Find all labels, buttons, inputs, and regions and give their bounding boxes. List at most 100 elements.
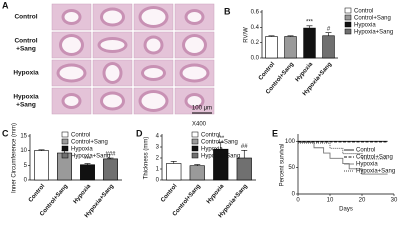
legend-label: Hypoxia+Sang <box>201 154 240 160</box>
x-tick-label: Hypoxia <box>73 183 93 205</box>
legend-label: Control+Sang <box>71 140 108 146</box>
legend-label: Hypoxia <box>201 147 223 153</box>
panel-letter: C <box>2 128 9 138</box>
error-bar <box>287 35 294 37</box>
error-bar <box>84 163 91 165</box>
legend-label: Control+Sang <box>354 16 391 22</box>
error-bar <box>194 164 201 166</box>
significance: *** <box>306 19 314 25</box>
vessel-lumen <box>146 38 161 52</box>
error-bar <box>325 32 332 36</box>
significance: *** <box>84 157 92 163</box>
y-axis-label: Thickness (mm) <box>144 137 150 180</box>
figure: A X400 ControlControl+SangHypoxiaHypoxia… <box>2 0 398 219</box>
x-tick-label: 20 <box>359 198 366 204</box>
vessel-lumen <box>59 66 84 80</box>
vessel-lumen <box>105 65 120 81</box>
legend-swatch <box>191 145 199 152</box>
survival-line <box>298 142 388 175</box>
vessel-lumen <box>64 12 79 22</box>
x-axis-label: Days <box>339 207 353 213</box>
scale-label: 100 μm <box>192 106 212 112</box>
significance: ## <box>241 144 248 150</box>
x-tick-label: 0 <box>296 198 300 204</box>
bar <box>103 158 118 181</box>
y-tick-label: 10 <box>20 148 27 154</box>
legend-label: Control <box>71 133 90 139</box>
row-label: Hypoxia <box>13 70 39 77</box>
significance: ### <box>105 152 116 158</box>
bar <box>322 35 335 59</box>
vessel-lumen <box>182 66 207 80</box>
legend-label: Hypoxia+Sang <box>354 30 393 36</box>
y-tick-label: 100 <box>285 139 296 145</box>
x-tick-label: 30 <box>391 198 398 204</box>
vessel-lumen <box>100 40 125 50</box>
y-axis-label: Percent survival <box>280 144 286 187</box>
magnification: X400 <box>192 122 207 128</box>
legend-swatch <box>191 138 199 145</box>
vessel-lumen <box>141 93 166 109</box>
error-bar <box>241 150 248 158</box>
bar <box>166 163 182 181</box>
vessel-lumen <box>187 96 202 106</box>
panel-letter: E <box>272 128 278 138</box>
legend-label: Control <box>356 148 375 154</box>
survival-line <box>298 142 388 160</box>
legend-label: Hypoxia <box>356 162 378 168</box>
legend-swatch <box>344 21 352 28</box>
bar <box>265 36 278 59</box>
vessel-lumen <box>64 96 79 106</box>
legend-label: Hypoxia <box>354 23 376 29</box>
vessel-lumen <box>144 68 163 78</box>
error-bar <box>268 35 275 37</box>
vessel-lumen <box>141 9 166 25</box>
x-tick-label: Control <box>160 183 179 203</box>
error-bar <box>38 149 45 151</box>
bar <box>284 36 297 59</box>
legend-label: Hypoxia+Sang <box>356 169 395 175</box>
panel-letter: D <box>136 128 143 138</box>
error-bar <box>170 161 177 164</box>
legend-swatch <box>61 131 69 138</box>
page: A X400 Control Control +Sang Hypoxia Hypoxia… <box>2 0 398 219</box>
y-axis-label: Inner Circumference (mm) <box>12 123 18 193</box>
legend-swatch <box>344 7 352 14</box>
x-tick-label: Hypoxia <box>206 183 226 205</box>
y-tick-label: 0.6 <box>251 10 260 16</box>
legend-swatch <box>61 145 69 152</box>
bar <box>34 150 49 181</box>
row-label: +Sang <box>16 46 36 53</box>
legend-label: Control+Sang <box>356 155 393 161</box>
bar <box>80 164 95 181</box>
x-tick-label: Control <box>28 183 47 203</box>
panel-letter: B <box>224 6 231 16</box>
significance: *** <box>217 136 225 142</box>
error-bar <box>217 142 224 150</box>
x-tick-label: Control <box>258 61 277 81</box>
y-tick-label: 4 <box>156 134 160 140</box>
error-bar <box>306 25 313 29</box>
y-axis-label: RV/W <box>244 27 250 43</box>
row-label: +Sang <box>16 102 36 109</box>
vessel-lumen <box>185 37 204 53</box>
significance: # <box>327 26 331 32</box>
x-tick-label: 10 <box>327 198 334 204</box>
y-tick-label: 2 <box>156 156 160 162</box>
legend-label: Hypoxia+Sang <box>71 154 110 160</box>
y-tick-label: 0.4 <box>251 25 260 31</box>
legend-swatch <box>191 152 199 159</box>
row-label: Hypoxia <box>13 94 39 101</box>
legend-label: Hypoxia <box>71 147 93 153</box>
bar <box>189 165 205 181</box>
legend-label: Control <box>354 9 373 15</box>
y-tick-label: 0 <box>292 192 296 198</box>
row-label: Control <box>14 38 37 45</box>
legend-swatch <box>344 14 352 21</box>
x-tick-label: Hypoxia <box>295 61 315 83</box>
legend-swatch <box>61 152 69 159</box>
y-tick-label: 15 <box>20 134 27 140</box>
legend-swatch <box>344 28 352 35</box>
y-tick-label: 3 <box>156 145 160 151</box>
y-tick-label: 5 <box>24 163 28 169</box>
